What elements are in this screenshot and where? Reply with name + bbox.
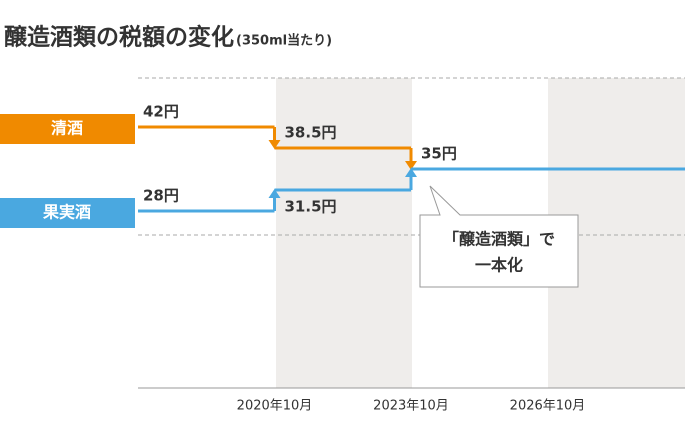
legend-swatch [0,198,135,228]
legend-label: 清酒 [51,119,83,138]
legend-swatch [0,114,135,144]
chart-subtitle: (350ml当たり) [236,33,332,49]
chart-title: 醸造酒類の税額の変化 [4,24,234,51]
x-tick-label: 2023年10月 [373,399,449,414]
step-arrow [268,140,281,149]
value-label: 31.5円 [285,198,337,216]
step-arrow [405,161,417,170]
period-shade [276,78,412,388]
value-label: 38.5円 [285,124,337,142]
callout-box [419,185,579,288]
step-arrow [405,168,417,177]
annotation: 一本化 [475,256,523,275]
x-tick-label: 2026年10月 [510,399,586,414]
x-tick-label: 2020年10月 [237,399,313,414]
legend-label: 果実酒 [42,203,91,222]
value-label: 42円 [143,103,179,121]
value-label: 28円 [143,187,179,205]
value-label: 35円 [421,145,457,163]
step-arrow [268,189,281,198]
annotation: 「醸造酒類」で [443,230,555,249]
